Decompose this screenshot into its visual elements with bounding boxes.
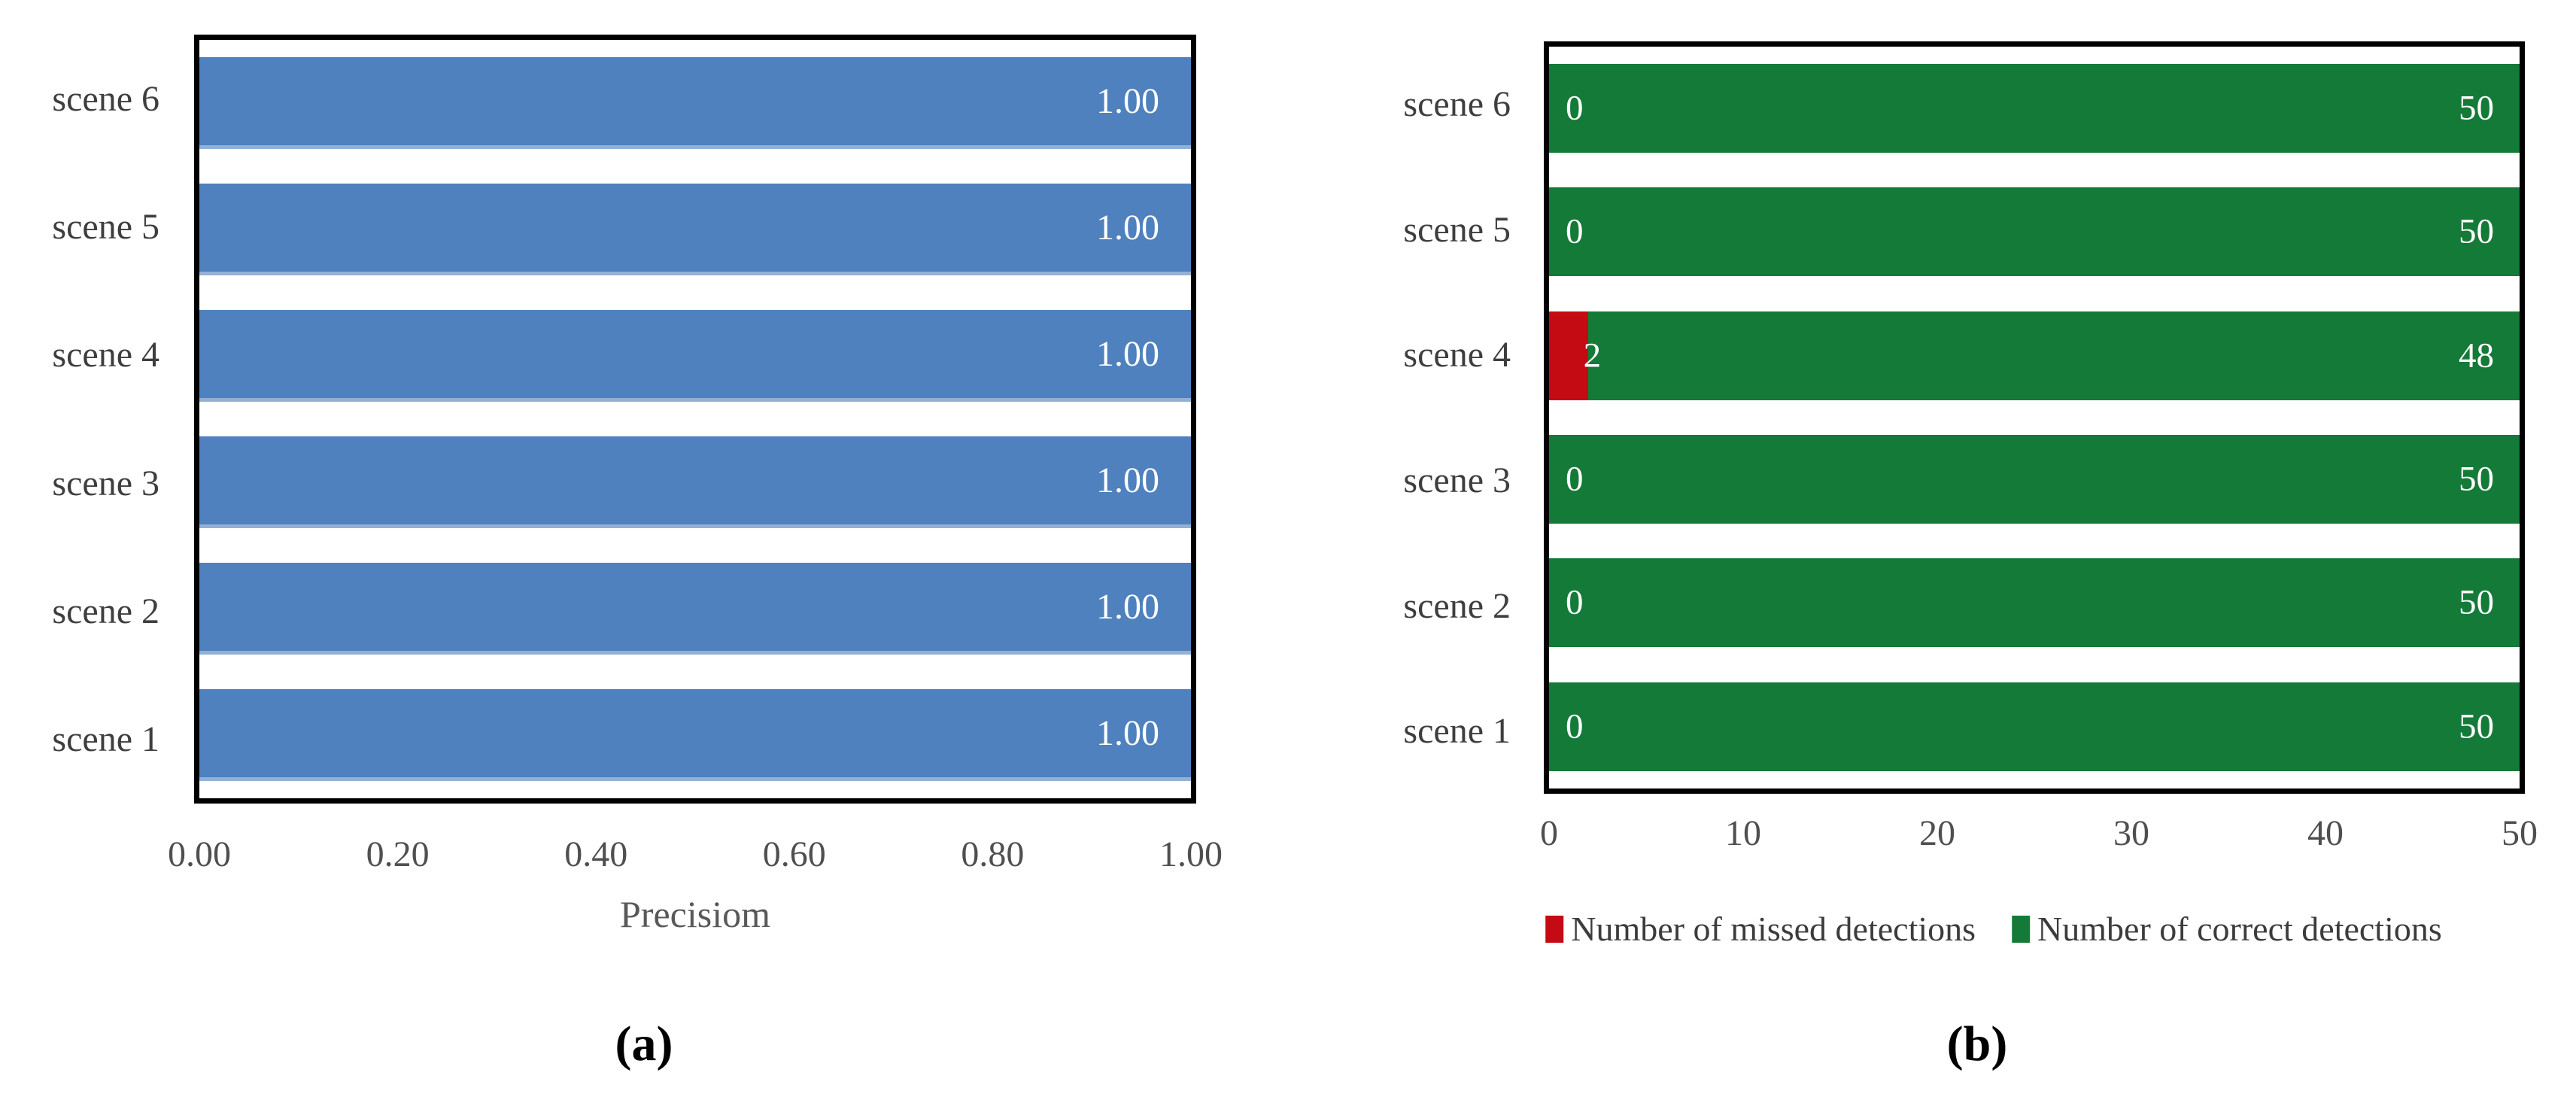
category-label: scene 5 [52,206,159,247]
chart-b-value-axis: 0 10 20 30 40 50 [1540,813,2538,859]
bar-value-label: 1.00 [1096,587,1159,627]
detection-stacked-bar: 0 50 [1549,64,2520,153]
precision-bar: 1.00 [199,436,1191,528]
detection-stacked-bar: 0 50 [1549,187,2520,277]
correct-value-label: 48 [2459,336,2494,375]
precision-bar: 1.00 [199,310,1191,402]
bar-row: 1.00 [199,40,1191,166]
legend-swatch [2012,915,2031,943]
precision-bar: 1.00 [199,563,1191,655]
axis-tick-label: 0.00 [168,834,231,874]
chart-a-category-axis: scene 6 scene 5 scene 4 scene 3 scene 2 scene… [0,35,159,804]
bar-value-label: 1.00 [1096,81,1159,121]
axis-tick-label: 0.40 [564,834,628,874]
chart-b-category-axis: scene 6 scene 5 scene 4 scene 3 scene 2 scene… [1279,41,1511,794]
bar-row: 0 50 [1549,541,2520,664]
category-label: scene 4 [52,335,159,375]
category-label: scene 6 [52,78,159,119]
chart-a-plot-area: 1.00 1.00 1.00 1.00 1.00 1.00 [194,35,1196,804]
bar-row: 0 50 [1549,665,2520,788]
detection-stacked-bar: 0 50 [1549,435,2520,524]
bar-value-label: 1.00 [1096,334,1159,374]
category-label: scene 1 [52,719,159,760]
category-label: scene 3 [1403,460,1511,500]
correct-segment [1549,187,2520,277]
bar-row: 0 50 [1549,170,2520,293]
bar-value-label: 1.00 [1096,460,1159,500]
missed-value-label: 0 [1566,582,1584,622]
bar-row: 0 50 [1549,47,2520,170]
precision-bar: 1.00 [199,184,1191,275]
bar-row: 1.00 [199,672,1191,798]
bar-row: 1.00 [199,293,1191,419]
bar-row: 2 48 [1549,294,2520,418]
axis-tick-label: 30 [2113,813,2149,853]
category-label: scene 1 [1403,711,1511,752]
missed-segment [1549,311,1588,400]
precision-bar: 1.00 [199,57,1191,149]
chart-b-legend: Number of missed detections Number of cor… [1545,909,2442,949]
legend-label: Number of missed detections [1571,910,1976,948]
chart-b-plot-area: 0 50 0 50 2 48 0 50 0 50 0 50 [1544,41,2525,794]
precision-bar: 1.00 [199,689,1191,781]
axis-tick-label: 0.20 [366,834,430,874]
category-label: scene 2 [1403,585,1511,626]
category-label: scene 5 [1403,209,1511,250]
category-label: scene 2 [52,591,159,631]
category-label: scene 6 [1403,84,1511,124]
missed-value-label: 0 [1566,459,1584,499]
axis-tick-label: 10 [1725,813,1761,853]
missed-value-label: 2 [1583,336,1602,375]
bar-row: 1.00 [199,166,1191,293]
axis-tick-label: 40 [2307,813,2344,853]
detection-stacked-bar: 0 50 [1549,682,2520,771]
correct-value-label: 50 [2459,582,2494,622]
axis-tick-label: 0.60 [762,834,826,874]
legend-label: Number of correct detections [2037,910,2442,948]
axis-tick-label: 0.80 [961,834,1025,874]
missed-value-label: 0 [1566,706,1584,746]
detection-stacked-bar: 0 50 [1549,558,2520,648]
caption-a: (a) [615,1016,673,1071]
bar-row: 0 50 [1549,418,2520,541]
category-label: scene 3 [52,463,159,503]
axis-tick-label: 0 [1540,813,1558,853]
caption-b: (b) [1946,1016,2008,1071]
axis-tick-label: 20 [1919,813,1955,853]
missed-value-label: 0 [1566,88,1584,128]
legend-swatch [1545,915,1564,943]
correct-value-label: 50 [2459,88,2494,128]
legend-item: Number of missed detections [1545,909,1976,949]
bar-row: 1.00 [199,545,1191,672]
detection-stacked-bar: 2 48 [1549,311,2520,400]
correct-segment [1549,682,2520,771]
bar-value-label: 1.00 [1096,713,1159,753]
chart-a-value-axis: 0.00 0.20 0.40 0.60 0.80 1.00 [168,834,1223,880]
axis-tick-label: 50 [2502,813,2538,853]
correct-value-label: 50 [2459,459,2494,499]
correct-value-label: 50 [2459,211,2494,251]
category-label: scene 4 [1403,335,1511,375]
legend-item: Number of correct detections [2012,909,2442,949]
correct-segment [1587,311,2520,400]
bar-value-label: 1.00 [1096,208,1159,248]
correct-value-label: 50 [2459,706,2494,746]
bar-row: 1.00 [199,419,1191,545]
chart-a-axis-title: Precisiom [620,893,770,935]
correct-segment [1549,64,2520,153]
correct-segment [1549,435,2520,524]
axis-tick-label: 1.00 [1159,834,1223,874]
missed-value-label: 0 [1566,211,1584,251]
correct-segment [1549,558,2520,648]
